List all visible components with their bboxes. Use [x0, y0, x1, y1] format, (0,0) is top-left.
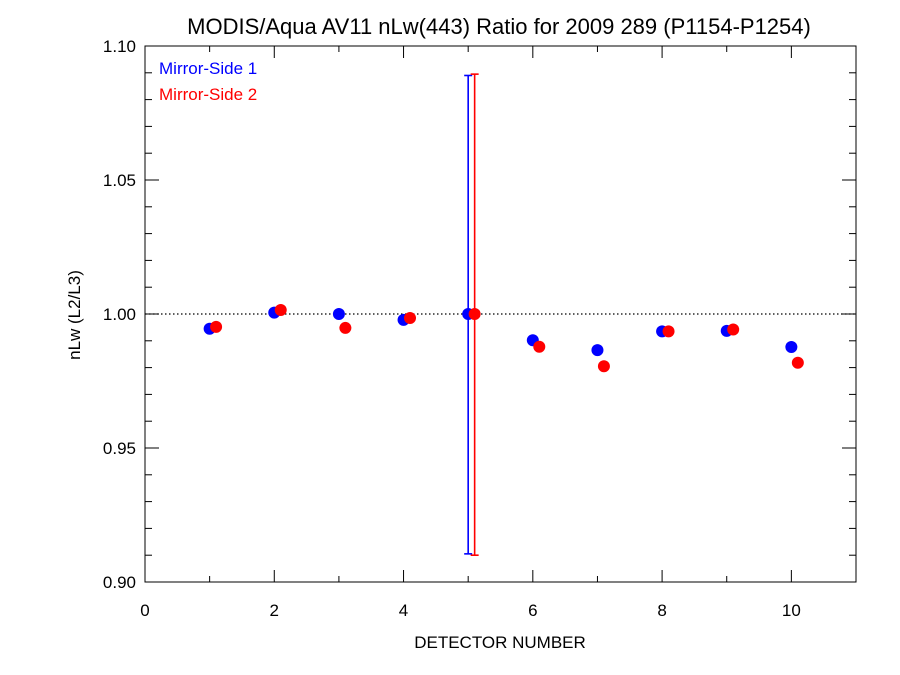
- x-tick-label: 0: [140, 601, 149, 620]
- data-point: [662, 325, 675, 338]
- y-tick-label: 1.00: [103, 305, 136, 324]
- data-point: [591, 344, 604, 357]
- x-tick-label: 10: [782, 601, 801, 620]
- y-axis-label: nLw (L2/L3): [65, 270, 84, 360]
- data-point: [332, 308, 345, 320]
- legend-entry: Mirror-Side 2: [159, 85, 257, 104]
- data-point: [339, 321, 352, 334]
- data-point: [210, 320, 223, 333]
- points-layer: [203, 303, 804, 373]
- x-tick-label: 2: [270, 601, 279, 620]
- data-point: [533, 340, 546, 353]
- legend: Mirror-Side 1 Mirror-Side 2: [159, 59, 257, 104]
- plot-frame: [144, 45, 857, 583]
- y-tick-label: 0.95: [103, 439, 136, 458]
- data-point: [274, 303, 287, 316]
- x-axis-label: DETECTOR NUMBER: [414, 633, 586, 652]
- tick-labels-layer: 0 2 4 6 8 10 0.90 0.95 1.00 1.05 1.10: [103, 37, 801, 620]
- legend-entry: Mirror-Side 1: [159, 59, 257, 78]
- data-point: [404, 312, 417, 325]
- x-tick-label: 4: [399, 601, 408, 620]
- ylabel-group: nLw (L2/L3): [65, 270, 84, 360]
- chart-title: MODIS/Aqua AV11 nLw(443) Ratio for 2009 …: [187, 14, 811, 39]
- y-tick-label: 1.05: [103, 171, 136, 190]
- data-point: [791, 356, 804, 369]
- data-point: [468, 308, 481, 320]
- data-point: [727, 323, 740, 336]
- x-tick-label: 8: [657, 601, 666, 620]
- data-point: [785, 340, 798, 353]
- x-tick-label: 6: [528, 601, 537, 620]
- data-point: [597, 360, 610, 373]
- y-tick-label: 0.90: [103, 573, 136, 592]
- y-tick-label: 1.10: [103, 37, 136, 56]
